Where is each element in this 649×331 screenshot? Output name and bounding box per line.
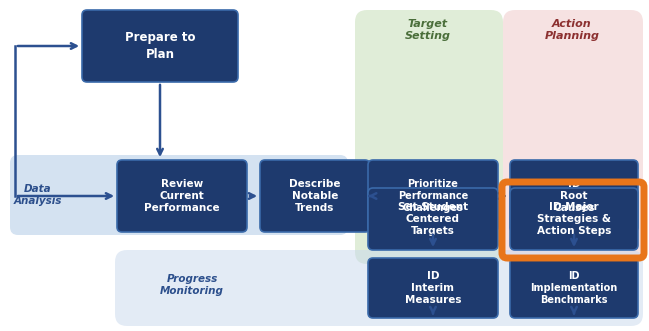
FancyBboxPatch shape bbox=[115, 250, 643, 326]
FancyBboxPatch shape bbox=[10, 155, 348, 235]
Text: Data
Analysis: Data Analysis bbox=[14, 184, 62, 206]
Text: Prepare to
Plan: Prepare to Plan bbox=[125, 31, 195, 61]
FancyBboxPatch shape bbox=[510, 188, 638, 250]
Text: ID
Implementation
Benchmarks: ID Implementation Benchmarks bbox=[530, 271, 618, 306]
FancyBboxPatch shape bbox=[503, 10, 643, 264]
Text: Review
Current
Performance: Review Current Performance bbox=[144, 179, 220, 213]
FancyBboxPatch shape bbox=[510, 258, 638, 318]
Text: Progress
Monitoring: Progress Monitoring bbox=[160, 274, 224, 296]
Text: Set Student
Centered
Targets: Set Student Centered Targets bbox=[398, 202, 468, 236]
FancyBboxPatch shape bbox=[355, 10, 503, 264]
FancyBboxPatch shape bbox=[510, 160, 638, 232]
Text: Action
Planning: Action Planning bbox=[545, 19, 600, 41]
Text: Describe
Notable
Trends: Describe Notable Trends bbox=[289, 179, 341, 213]
Text: Prioritize
Performance
Challenges: Prioritize Performance Challenges bbox=[398, 179, 468, 213]
FancyBboxPatch shape bbox=[368, 258, 498, 318]
FancyBboxPatch shape bbox=[117, 160, 247, 232]
Text: ID
Root
Causes: ID Root Causes bbox=[553, 179, 594, 213]
Text: ID
Interim
Measures: ID Interim Measures bbox=[405, 271, 461, 306]
Text: Target
Setting: Target Setting bbox=[405, 19, 451, 41]
FancyBboxPatch shape bbox=[82, 10, 238, 82]
Text: ID Major
Strategies &
Action Steps: ID Major Strategies & Action Steps bbox=[537, 202, 611, 236]
FancyBboxPatch shape bbox=[368, 160, 498, 232]
FancyBboxPatch shape bbox=[260, 160, 370, 232]
FancyBboxPatch shape bbox=[368, 188, 498, 250]
